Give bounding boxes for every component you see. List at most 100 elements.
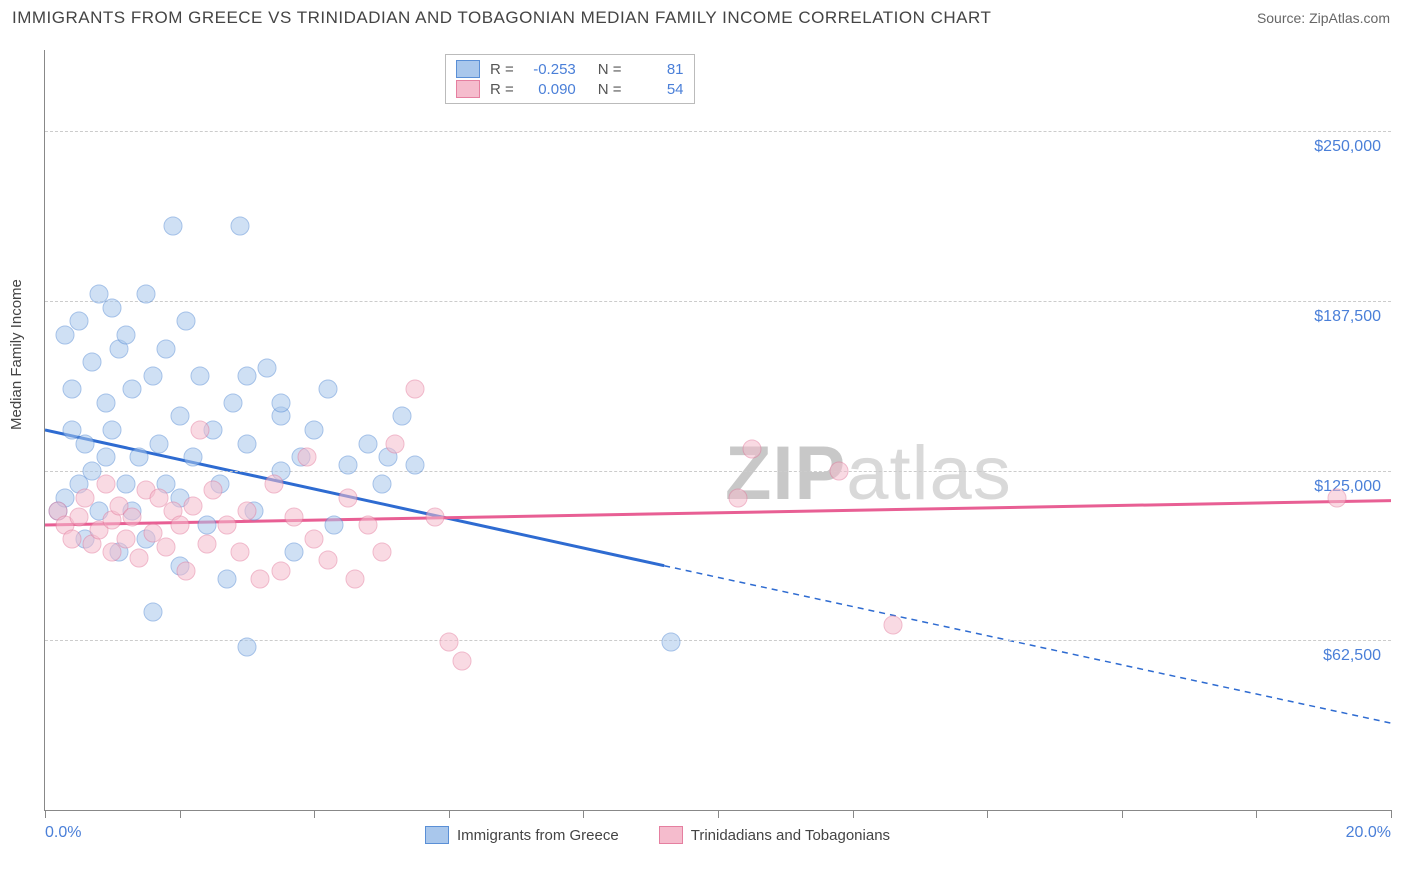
x-tick (1391, 810, 1392, 818)
data-point (177, 312, 196, 331)
data-point (116, 475, 135, 494)
legend-item: Immigrants from Greece (425, 826, 619, 844)
data-point (406, 380, 425, 399)
stats-legend: R =-0.253N =81R =0.090N =54 (445, 54, 695, 104)
chart-title: IMMIGRANTS FROM GREECE VS TRINIDADIAN AN… (12, 8, 991, 28)
data-point (359, 516, 378, 535)
y-tick-label: $62,500 (1323, 647, 1381, 665)
data-point (285, 507, 304, 526)
x-tick (853, 810, 854, 818)
data-point (103, 421, 122, 440)
data-point (392, 407, 411, 426)
data-point (439, 632, 458, 651)
x-tick (1256, 810, 1257, 818)
data-point (325, 516, 344, 535)
data-point (883, 616, 902, 635)
data-point (338, 488, 357, 507)
data-point (345, 570, 364, 589)
data-point (237, 638, 256, 657)
data-point (143, 366, 162, 385)
data-point (197, 516, 216, 535)
data-point (237, 434, 256, 453)
data-point (305, 529, 324, 548)
x-axis-min-label: 0.0% (45, 824, 81, 842)
data-point (453, 651, 472, 670)
data-point (264, 475, 283, 494)
data-point (729, 488, 748, 507)
y-axis-label: Median Family Income (8, 279, 25, 430)
stats-row: R =0.090N =54 (456, 79, 684, 99)
data-point (661, 632, 680, 651)
x-tick (1122, 810, 1123, 818)
data-point (372, 543, 391, 562)
data-point (123, 380, 142, 399)
x-axis-max-label: 20.0% (1346, 824, 1391, 842)
data-point (359, 434, 378, 453)
data-point (170, 516, 189, 535)
data-point (251, 570, 270, 589)
gridline (45, 471, 1391, 472)
data-point (150, 434, 169, 453)
data-point (231, 543, 250, 562)
x-tick (180, 810, 181, 818)
data-point (204, 480, 223, 499)
data-point (123, 507, 142, 526)
data-point (103, 298, 122, 317)
data-point (83, 353, 102, 372)
trend-lines (45, 50, 1391, 810)
data-point (143, 602, 162, 621)
data-point (177, 562, 196, 581)
data-point (338, 456, 357, 475)
data-point (69, 312, 88, 331)
data-point (406, 456, 425, 475)
y-tick-label: $125,000 (1314, 478, 1381, 496)
data-point (116, 529, 135, 548)
data-point (96, 393, 115, 412)
data-point (69, 507, 88, 526)
data-point (116, 326, 135, 345)
data-point (285, 543, 304, 562)
x-tick (45, 810, 46, 818)
stats-row: R =-0.253N =81 (456, 59, 684, 79)
data-point (217, 570, 236, 589)
data-point (197, 535, 216, 554)
data-point (157, 537, 176, 556)
series-legend: Immigrants from Greece Trinidadians and T… (425, 826, 890, 844)
data-point (190, 366, 209, 385)
data-point (76, 434, 95, 453)
data-point (318, 380, 337, 399)
gridline (45, 131, 1391, 132)
data-point (136, 285, 155, 304)
chart-header: IMMIGRANTS FROM GREECE VS TRINIDADIAN AN… (0, 0, 1406, 32)
data-point (385, 434, 404, 453)
data-point (271, 393, 290, 412)
data-point (62, 529, 81, 548)
data-point (426, 507, 445, 526)
data-point (742, 440, 761, 459)
gridline (45, 301, 1391, 302)
data-point (130, 548, 149, 567)
data-point (231, 217, 250, 236)
data-point (170, 407, 189, 426)
data-point (217, 516, 236, 535)
data-point (1328, 488, 1347, 507)
data-point (184, 448, 203, 467)
data-point (96, 448, 115, 467)
data-point (96, 475, 115, 494)
scatter-chart: ZIPatlas R =-0.253N =81R =0.090N =54 0.0… (44, 50, 1391, 811)
legend-item: Trinidadians and Tobagonians (659, 826, 890, 844)
chart-source: Source: ZipAtlas.com (1257, 10, 1390, 26)
data-point (237, 502, 256, 521)
data-point (62, 380, 81, 399)
data-point (76, 488, 95, 507)
y-tick-label: $250,000 (1314, 138, 1381, 156)
data-point (190, 421, 209, 440)
data-point (130, 448, 149, 467)
x-tick (987, 810, 988, 818)
data-point (830, 461, 849, 480)
x-tick (718, 810, 719, 818)
x-tick (583, 810, 584, 818)
data-point (224, 393, 243, 412)
y-tick-label: $187,500 (1314, 308, 1381, 326)
data-point (237, 366, 256, 385)
